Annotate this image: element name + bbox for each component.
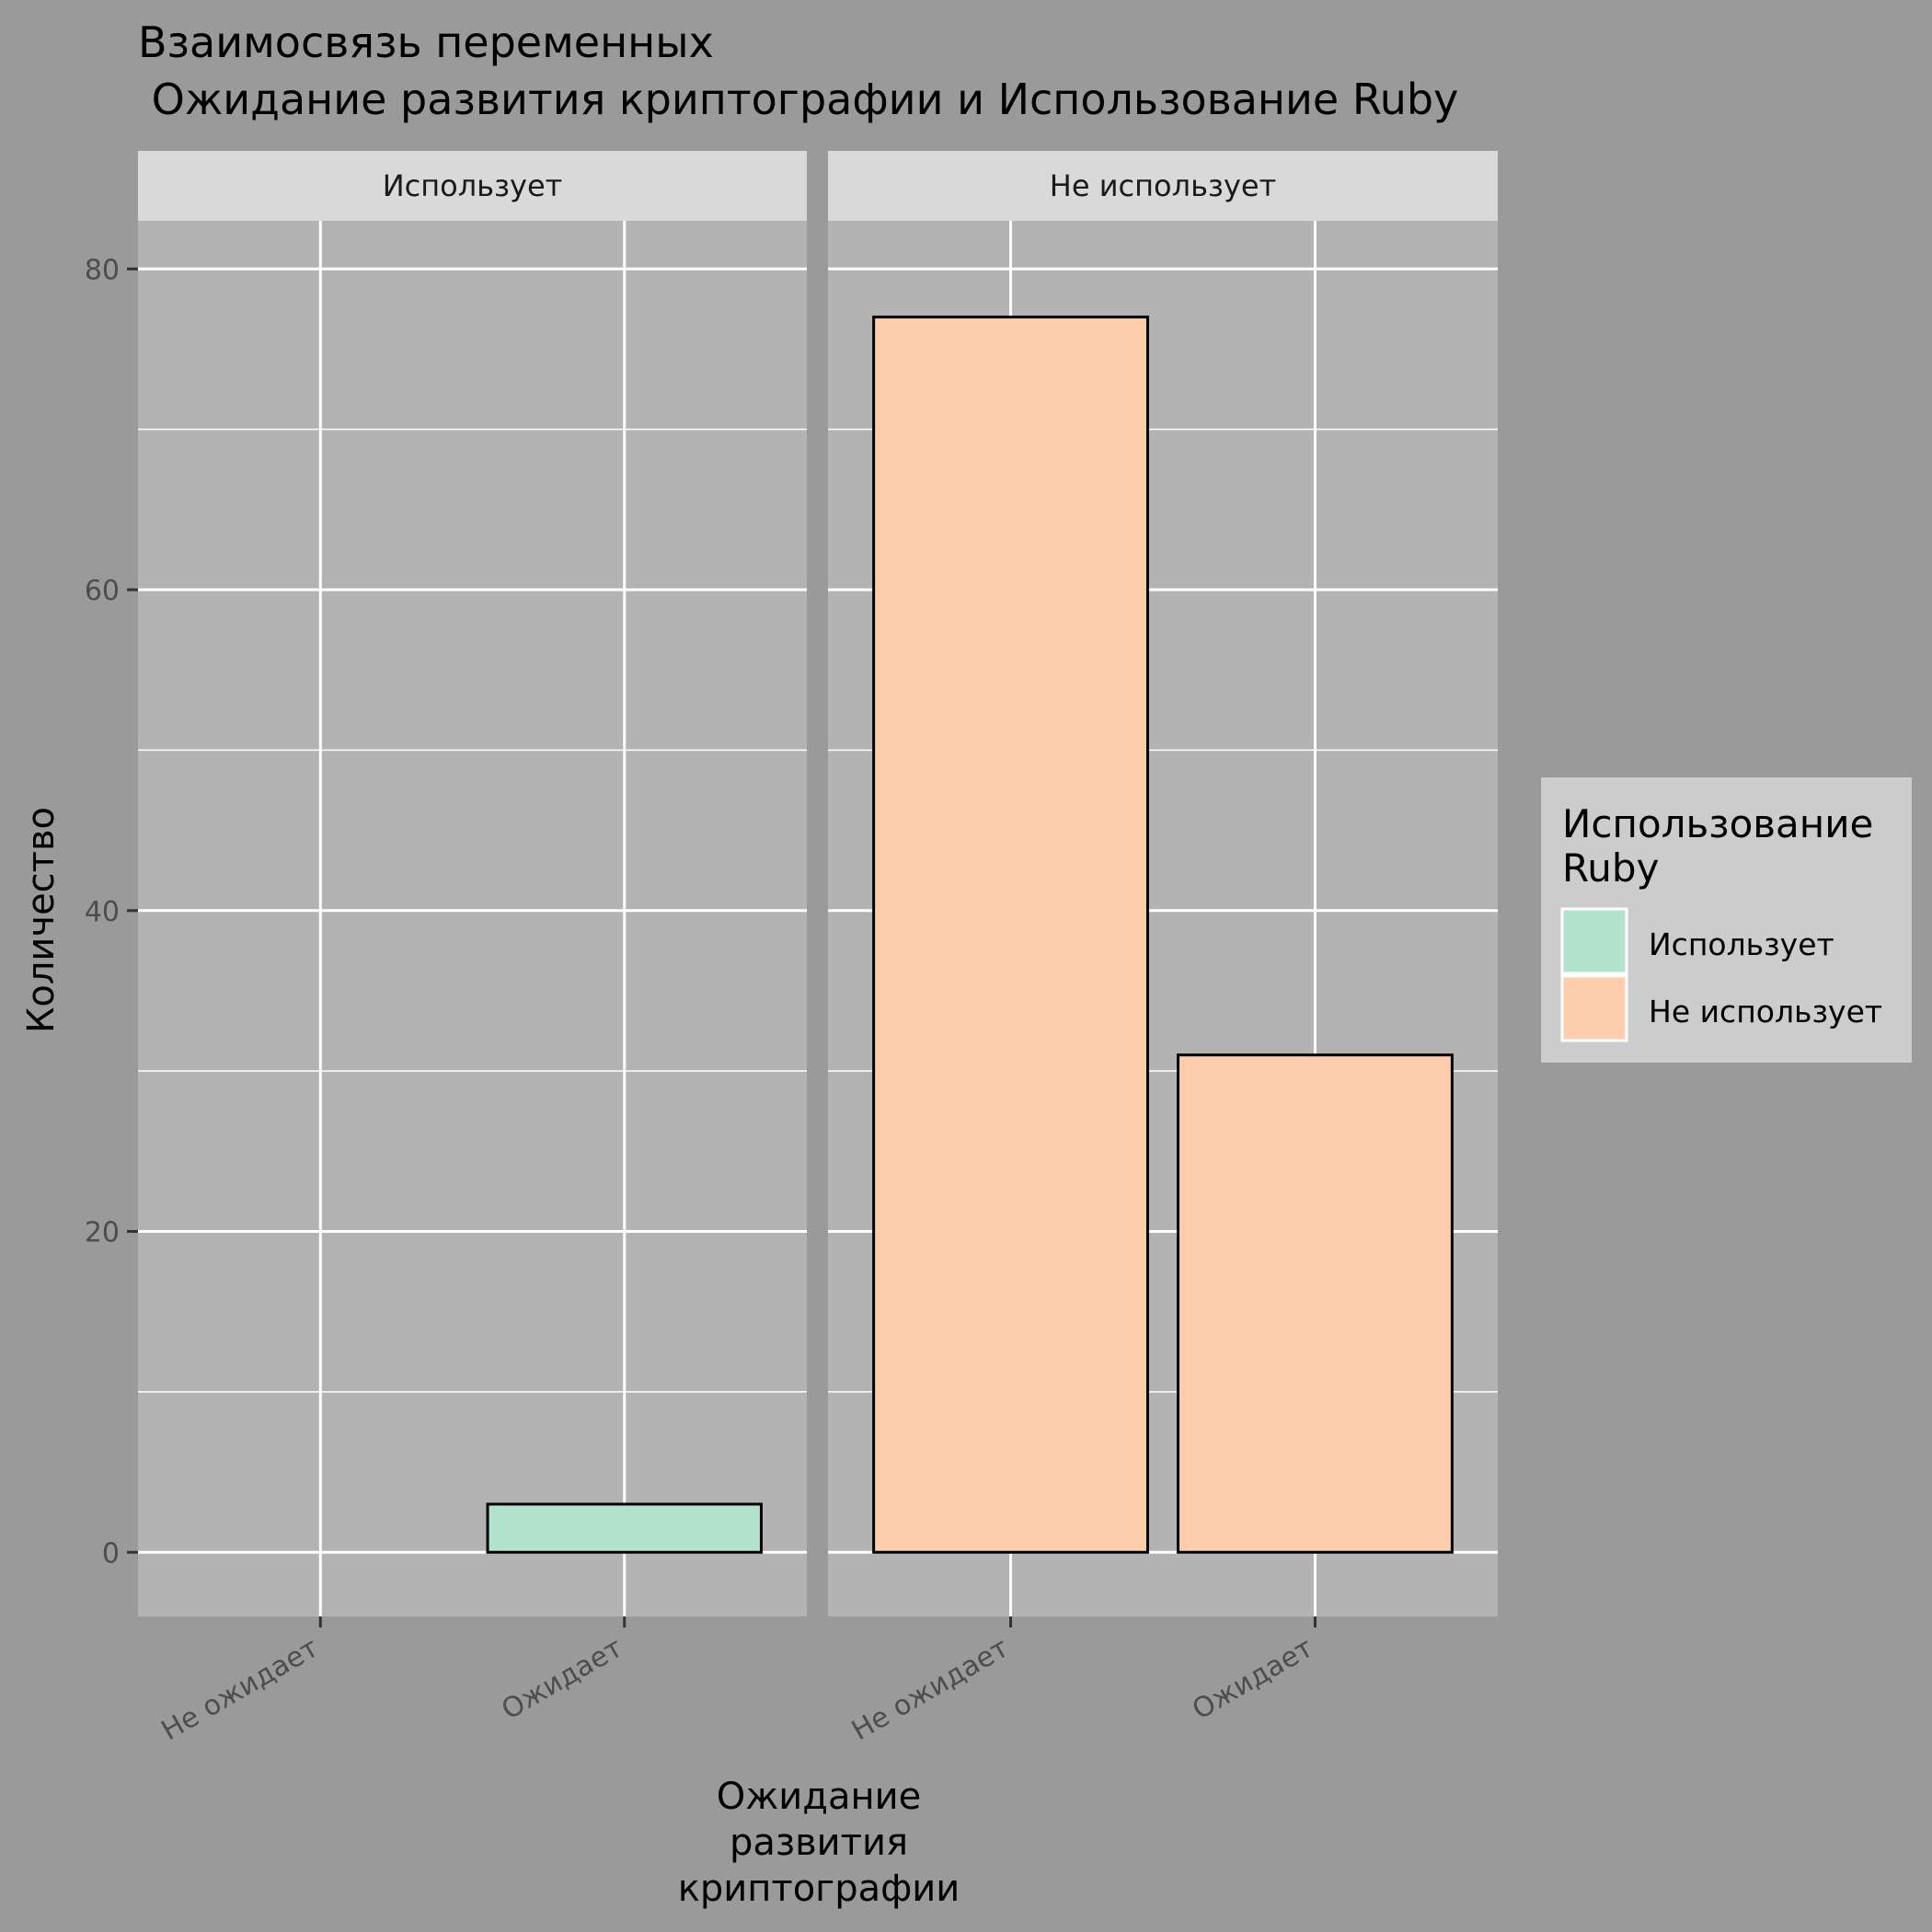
chart-title-line-2: Ожидание развития криптографии и Использ… <box>138 75 1458 124</box>
facet-strip-1 <box>828 151 1498 221</box>
bar-1-0 <box>872 316 1149 1554</box>
facet-strip-0 <box>138 151 807 221</box>
y-tick-label: 40 <box>85 896 120 928</box>
legend-title-line-2: Ruby <box>1562 845 1659 891</box>
legend-label-not-uses: Не использует <box>1649 994 1882 1029</box>
legend-key-not-uses <box>1560 974 1628 1042</box>
panel-background-0 <box>138 221 807 1616</box>
y-tick-label: 0 <box>102 1537 120 1570</box>
legend: Использование Ruby Использует Не использ… <box>1541 777 1912 1063</box>
legend-label-uses: Использует <box>1649 926 1834 962</box>
y-tick-label: 60 <box>85 575 120 607</box>
chart-title-line-1: Взаимосвязь переменных <box>138 17 714 67</box>
facet-strip-label-1: Не использует <box>1050 168 1276 203</box>
bar-1-1 <box>1177 1053 1454 1554</box>
x-axis-title-line-2: развития <box>730 1822 908 1864</box>
x-axis-title-line-1: Ожидание <box>717 1776 921 1818</box>
legend-key-uses <box>1560 907 1628 975</box>
y-axis-title: Количество <box>20 807 63 1033</box>
legend-title-line-1: Использование <box>1562 801 1873 846</box>
facet-strip-label-0: Использует <box>383 168 563 203</box>
bar-0-1 <box>486 1502 763 1554</box>
y-tick-label: 80 <box>85 254 120 286</box>
y-tick-label: 20 <box>85 1217 120 1249</box>
y-axis: 0 20 40 60 80 <box>85 254 138 1570</box>
x-axis-title-line-3: криптографии <box>678 1868 960 1910</box>
